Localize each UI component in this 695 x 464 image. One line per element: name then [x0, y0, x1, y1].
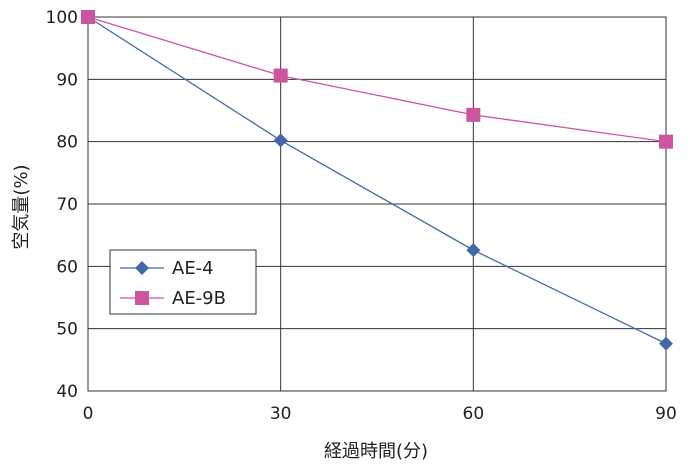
- legend-label: AE-9B: [172, 288, 226, 309]
- y-tick-label: 40: [56, 382, 78, 402]
- legend-marker: [135, 291, 149, 305]
- x-tick-label: 0: [83, 404, 94, 424]
- y-tick-label: 70: [56, 195, 78, 215]
- data-point: [466, 243, 481, 258]
- y-tick-label: 100: [46, 8, 78, 28]
- y-tick-label: 90: [56, 70, 78, 90]
- x-tick-label: 30: [270, 404, 292, 424]
- series-layer: [81, 10, 673, 351]
- data-point: [273, 133, 288, 148]
- x-axis-ticks: 0 30 60 90: [83, 404, 677, 424]
- y-tick-label: 60: [56, 257, 78, 277]
- plot-frame: [87, 16, 667, 392]
- x-tick-label: 60: [463, 404, 485, 424]
- x-tick-label: 90: [655, 404, 677, 424]
- data-point: [81, 10, 95, 24]
- y-axis-title: 空気量(%): [11, 164, 32, 249]
- legend-box: [109, 249, 257, 315]
- legend-label: AE-4: [172, 258, 214, 279]
- series-line: [87, 16, 667, 143]
- data-point: [659, 134, 673, 149]
- legend: AE-4 AE-9B: [109, 249, 257, 315]
- series-line: [87, 16, 667, 345]
- y-tick-label: 80: [56, 133, 78, 153]
- y-axis-ticks: 40 50 60 70 80 90 100: [46, 8, 78, 402]
- legend-item: AE-4: [120, 258, 214, 279]
- data-point: [466, 107, 481, 122]
- data-point: [659, 336, 673, 351]
- legend-item: AE-9B: [120, 288, 226, 309]
- data-point: [273, 68, 288, 83]
- series-ae-9b: [81, 10, 673, 149]
- x-axis-title: 経過時間(分): [324, 441, 428, 462]
- y-tick-label: 50: [56, 320, 78, 340]
- legend-marker: [135, 261, 149, 275]
